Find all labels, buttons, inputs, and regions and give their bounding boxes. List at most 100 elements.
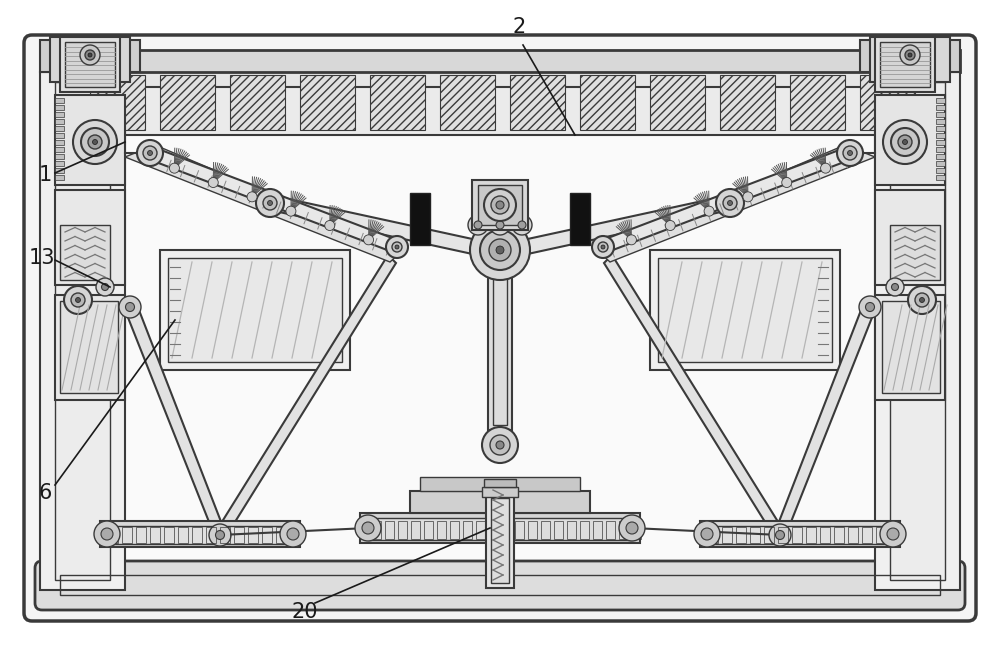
- Circle shape: [902, 139, 908, 144]
- Circle shape: [892, 284, 898, 290]
- Bar: [658, 258, 832, 362]
- Polygon shape: [215, 255, 396, 538]
- Circle shape: [94, 521, 120, 547]
- Circle shape: [866, 303, 874, 312]
- Circle shape: [126, 303, 134, 312]
- Bar: [55, 154, 64, 159]
- Circle shape: [891, 128, 919, 156]
- Bar: [136, 527, 146, 543]
- Bar: [720, 75, 775, 130]
- FancyBboxPatch shape: [35, 561, 965, 610]
- Bar: [875, 72, 960, 590]
- Bar: [493, 255, 507, 425]
- Circle shape: [915, 293, 929, 307]
- Circle shape: [496, 441, 504, 449]
- Bar: [290, 527, 300, 543]
- Bar: [55, 161, 64, 166]
- Circle shape: [81, 128, 109, 156]
- Bar: [484, 479, 516, 487]
- Circle shape: [482, 427, 518, 463]
- Bar: [650, 250, 840, 370]
- Circle shape: [85, 50, 95, 60]
- Bar: [40, 40, 140, 72]
- Bar: [936, 154, 945, 159]
- Bar: [580, 521, 589, 539]
- Circle shape: [601, 245, 605, 249]
- Circle shape: [843, 146, 857, 160]
- Bar: [385, 521, 394, 539]
- Bar: [860, 75, 915, 130]
- Bar: [60, 301, 118, 393]
- Bar: [876, 527, 886, 543]
- Circle shape: [169, 163, 179, 173]
- Bar: [55, 147, 64, 152]
- Circle shape: [209, 524, 231, 546]
- Circle shape: [908, 286, 936, 314]
- Circle shape: [821, 163, 831, 173]
- Circle shape: [263, 196, 277, 210]
- Circle shape: [859, 296, 881, 318]
- Bar: [40, 50, 960, 72]
- Bar: [619, 521, 628, 539]
- Bar: [554, 521, 563, 539]
- Circle shape: [776, 530, 784, 539]
- Bar: [700, 521, 900, 547]
- Circle shape: [101, 528, 113, 540]
- Bar: [936, 105, 945, 110]
- Bar: [160, 250, 350, 370]
- Bar: [882, 301, 940, 393]
- Bar: [890, 527, 900, 543]
- Bar: [262, 527, 272, 543]
- Bar: [160, 75, 215, 130]
- Circle shape: [592, 236, 614, 258]
- Bar: [875, 190, 945, 285]
- Circle shape: [496, 221, 504, 229]
- Polygon shape: [270, 195, 500, 260]
- Bar: [541, 521, 550, 539]
- Bar: [515, 521, 524, 539]
- Circle shape: [280, 521, 306, 547]
- Bar: [192, 527, 202, 543]
- Bar: [370, 75, 425, 130]
- Bar: [570, 193, 590, 245]
- Bar: [936, 119, 945, 124]
- Bar: [60, 225, 110, 280]
- Circle shape: [490, 435, 510, 455]
- Circle shape: [470, 220, 530, 280]
- Bar: [55, 98, 64, 103]
- Bar: [368, 518, 632, 540]
- Bar: [55, 140, 64, 145]
- Bar: [708, 527, 718, 543]
- Bar: [764, 527, 774, 543]
- Bar: [936, 147, 945, 152]
- Circle shape: [491, 196, 509, 214]
- Bar: [489, 521, 498, 539]
- Bar: [437, 521, 446, 539]
- Bar: [234, 527, 244, 543]
- Bar: [806, 527, 816, 543]
- Circle shape: [920, 297, 924, 303]
- Bar: [60, 37, 120, 92]
- Bar: [848, 527, 858, 543]
- Circle shape: [626, 522, 638, 534]
- Bar: [936, 140, 945, 145]
- Bar: [862, 527, 872, 543]
- Circle shape: [598, 242, 608, 252]
- Circle shape: [474, 221, 482, 229]
- Polygon shape: [597, 145, 875, 262]
- Circle shape: [256, 189, 284, 217]
- Bar: [90, 75, 145, 130]
- Circle shape: [92, 139, 98, 144]
- Bar: [230, 75, 285, 130]
- Text: 6: 6: [38, 483, 52, 503]
- Bar: [936, 112, 945, 117]
- Bar: [736, 527, 746, 543]
- Circle shape: [208, 177, 218, 188]
- Bar: [834, 527, 844, 543]
- Bar: [486, 493, 514, 588]
- Bar: [778, 527, 788, 543]
- Bar: [476, 521, 485, 539]
- Circle shape: [362, 522, 374, 534]
- Circle shape: [900, 45, 920, 65]
- Bar: [488, 250, 512, 430]
